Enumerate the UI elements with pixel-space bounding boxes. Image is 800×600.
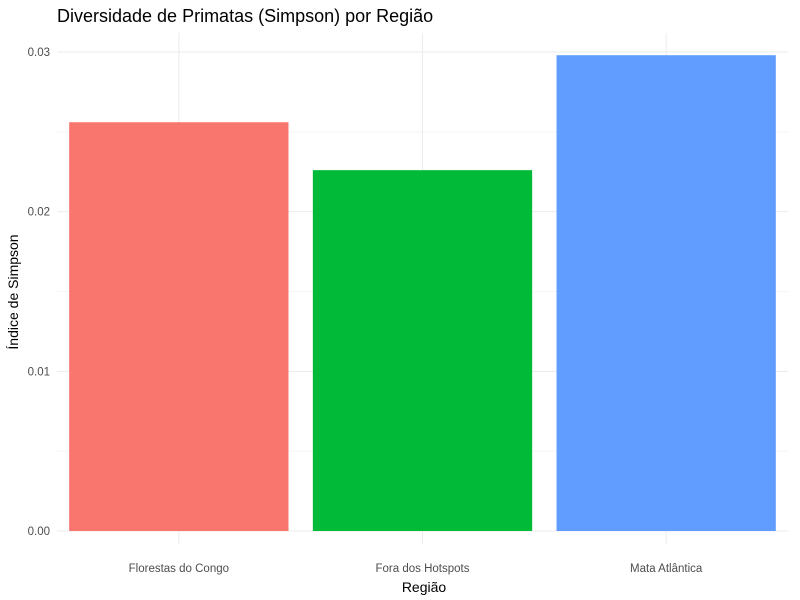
y-tick-label: 0.02 [28, 207, 50, 219]
bar-fora-dos-hotspots [312, 170, 533, 532]
x-tick-label: Florestas do Congo [129, 563, 229, 575]
x-axis-ticks: Florestas do Congo Fora dos Hotspots Mata … [129, 563, 703, 575]
y-tick-label: 0.00 [28, 526, 50, 538]
chart-title: Diversidade de Primatas (Simpson) por Re… [57, 6, 433, 26]
x-tick-label: Mata Atlântica [630, 563, 703, 575]
x-tick-label: Fora dos Hotspots [376, 563, 470, 575]
y-axis-ticks: 0.00 0.01 0.02 0.03 [28, 47, 50, 538]
x-axis-title: Região [402, 579, 447, 595]
bar-florestas-do-congo [69, 122, 289, 532]
y-tick-label: 0.03 [28, 47, 50, 59]
bars [69, 55, 776, 532]
y-tick-label: 0.01 [28, 366, 50, 378]
bar-mata-atlântica [556, 55, 776, 532]
y-axis-title: Índice de Simpson [5, 234, 21, 349]
